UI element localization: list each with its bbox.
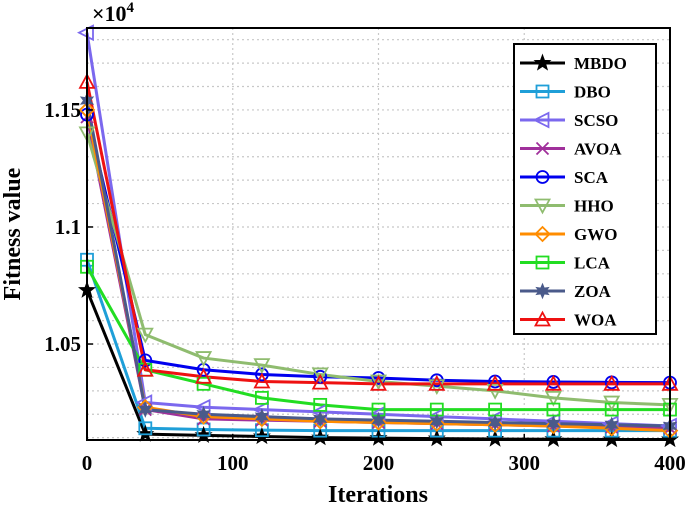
y-tick-label: 1.1 — [55, 215, 81, 239]
data-point-woa — [311, 373, 329, 390]
y-exponent-power: 4 — [127, 0, 135, 16]
x-tick-label: 300 — [509, 451, 541, 475]
data-point-hho — [544, 390, 562, 407]
data-point-zoa — [196, 405, 211, 423]
data-point-hho — [136, 327, 154, 344]
y-axis-label: Fitness value — [0, 167, 26, 300]
data-point-zoa — [604, 416, 619, 434]
x-tick-label: 100 — [217, 451, 249, 475]
legend-label-zoa: ZOA — [574, 282, 612, 301]
legend-label-lca: LCA — [574, 254, 611, 273]
legend: MBDO DBO SCSO AVOA SCA HHO GWO LCA ZOA WOA — [513, 43, 657, 335]
data-point-zoa — [138, 401, 153, 418]
data-point-dbo — [138, 421, 153, 436]
y-tick-label: 1.15 — [44, 98, 81, 122]
legend-label-scso: SCSO — [574, 111, 618, 130]
data-point-woa — [369, 374, 388, 391]
data-point-gwo — [370, 414, 387, 431]
x-axis-label: Iterations — [328, 482, 428, 508]
legend-marker-gwo — [534, 225, 551, 243]
y-exponent-label: ×104 — [92, 0, 135, 26]
legend-label-avoa: AVOA — [574, 140, 622, 159]
legend-marker-woa — [533, 310, 552, 327]
data-point-lca — [604, 402, 619, 417]
data-point-woa — [544, 374, 562, 391]
legend-marker-zoa — [535, 282, 550, 300]
data-point-gwo — [253, 410, 271, 428]
legend-label-mbdo: MBDO — [574, 54, 627, 73]
data-point-zoa — [429, 412, 444, 430]
data-point-woa — [486, 374, 504, 391]
data-point-gwo — [486, 416, 504, 434]
legend-marker-dbo — [535, 84, 550, 99]
data-point-woa — [428, 374, 446, 391]
data-point-lca — [254, 390, 269, 405]
data-point-hho — [428, 379, 446, 396]
data-point-gwo — [428, 415, 446, 432]
data-point-zoa — [371, 411, 386, 429]
data-point-zoa — [546, 415, 561, 432]
legend-marker-scso — [532, 111, 550, 129]
y-exponent-base: ×10 — [92, 1, 127, 26]
y-tick-label: 1.05 — [44, 332, 81, 356]
legend-label-woa: WOA — [574, 311, 617, 330]
data-point-lca — [196, 376, 211, 391]
data-point-sca — [138, 353, 153, 368]
legend-label-sca: SCA — [574, 168, 609, 187]
data-point-zoa — [313, 410, 328, 428]
legend-marker-mbdo — [533, 53, 552, 71]
x-tick-label: 400 — [654, 451, 685, 475]
data-point-woa — [136, 360, 154, 377]
data-point-hho — [311, 367, 329, 384]
legend-label-dbo: DBO — [574, 83, 611, 102]
legend-marker-hho — [533, 198, 552, 215]
legend-marker-sca — [535, 170, 550, 184]
x-tick-label: 200 — [363, 451, 395, 475]
data-point-woa — [195, 367, 213, 384]
x-tick-label: 0 — [82, 451, 93, 475]
tick-layer: 0 100 200 300 400 1.05 1.1 1.15 — [44, 98, 685, 475]
data-point-gwo — [311, 412, 329, 430]
data-point-gwo — [195, 408, 212, 425]
data-point-zoa — [487, 414, 503, 431]
data-point-hho — [253, 358, 271, 374]
data-point-zoa — [254, 408, 270, 425]
legend-label-hho: HHO — [574, 197, 614, 216]
legend-label-gwo: GWO — [574, 225, 617, 244]
legend-marker-avoa — [535, 141, 550, 156]
series-line-hho — [85, 132, 671, 407]
data-point-sca — [254, 367, 269, 382]
data-point-woa — [253, 372, 271, 389]
data-point-woa — [603, 374, 621, 391]
data-point-gwo — [545, 417, 562, 435]
data-point-hho — [486, 383, 504, 400]
data-point-hho — [195, 351, 213, 367]
legend-marker-lca — [535, 255, 550, 270]
